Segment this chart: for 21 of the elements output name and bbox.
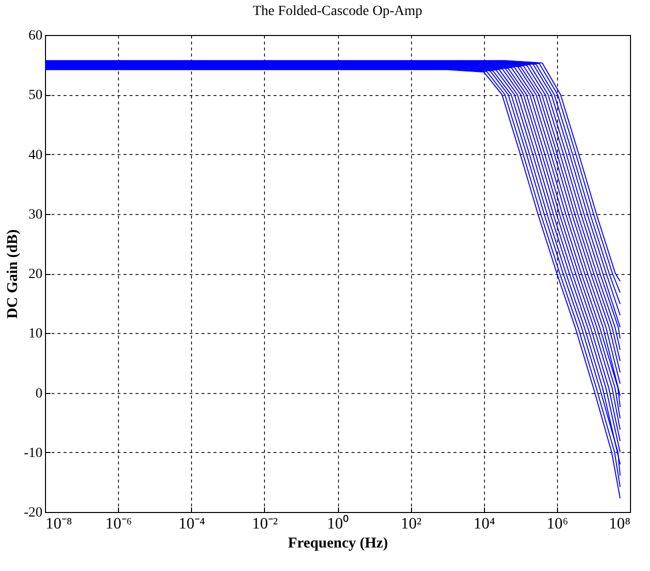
x-tick-label: 10² <box>400 516 422 532</box>
x-tick-label: 10⁴ <box>473 516 496 532</box>
y-axis-title: DC Gain (dB) <box>4 229 21 319</box>
x-tick-label: 10⁻² <box>252 516 278 532</box>
x-axis-title: Frequency (Hz) <box>288 536 388 552</box>
x-tick-label: 10⁸ <box>608 516 630 532</box>
x-tick-label: 10⁻⁴ <box>178 516 206 532</box>
y-tick-label: 50 <box>28 88 42 104</box>
y-tick-label: 30 <box>28 207 42 222</box>
chart-title: The Folded-Cascode Op-Amp <box>252 4 422 19</box>
y-tick-label: 10 <box>28 326 42 342</box>
y-tick-label: 60 <box>28 28 42 44</box>
x-tick-label: 10⁻⁶ <box>105 516 132 532</box>
y-tick-label: 0 <box>36 386 42 402</box>
x-tick-label: 10⁰ <box>327 514 349 532</box>
y-tick-label: -20 <box>24 506 42 520</box>
x-tick-label: 10⁻⁸ <box>46 516 72 532</box>
y-tick-label: -10 <box>24 446 42 461</box>
y-tick-label: 40 <box>28 148 42 163</box>
y-tick-label: 20 <box>28 267 42 282</box>
x-tick-label: 10⁶ <box>546 516 568 532</box>
